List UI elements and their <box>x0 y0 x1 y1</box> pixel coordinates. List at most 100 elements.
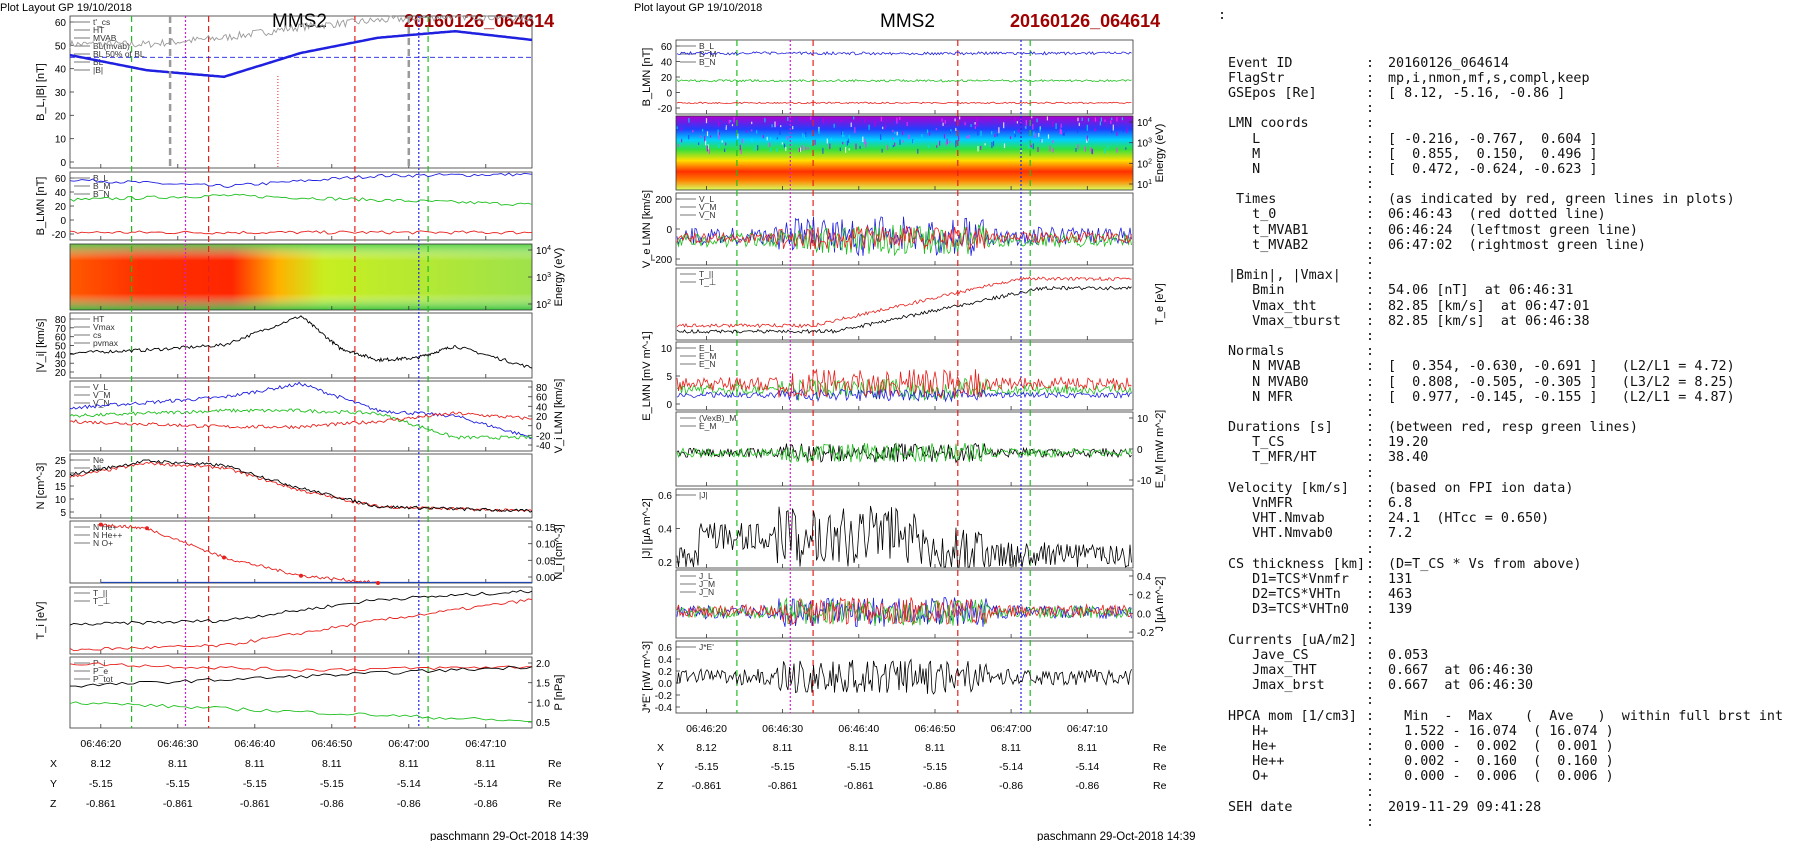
info-key <box>1228 785 1366 800</box>
position-value: -0.86 <box>999 780 1023 792</box>
info-key: L <box>1228 131 1261 147</box>
spectrogram-speckle <box>853 116 855 120</box>
position-value: -0.86 <box>1075 780 1099 792</box>
y-tick-label: 0 <box>60 158 66 169</box>
info-key: LMN coords <box>1228 116 1309 132</box>
spectrogram-speckle <box>842 131 844 138</box>
spectrogram-speckle <box>787 136 789 141</box>
y-tick-label: -20 <box>52 230 67 241</box>
spectrogram-speckle <box>805 146 807 151</box>
info-key: t_MVAB2 <box>1228 237 1309 253</box>
spectrogram-speckle <box>863 118 866 123</box>
info-value: 0.000 - 0.006 ( 0.006 ) <box>1388 769 1614 785</box>
y-axis-label: |J| [μA m^-2] <box>641 498 653 559</box>
info-value: 2019-11-29 09:41:28 <box>1388 799 1542 815</box>
y-tick-label: 10 <box>1137 414 1149 425</box>
spectrogram-speckle <box>819 118 821 124</box>
spectrogram-speckle <box>739 144 741 151</box>
y-axis-label: Energy (eV) <box>1154 124 1166 183</box>
info-key: Normals <box>1228 344 1285 360</box>
info-separator: : <box>1366 602 1375 618</box>
legend-label: V_N <box>699 210 716 220</box>
spectrogram-speckle <box>771 124 773 128</box>
spectrogram-speckle <box>950 131 952 134</box>
y-axis-label: N [cm^-3] <box>35 463 47 510</box>
spectrogram-speckle <box>681 138 683 143</box>
y-tick-label: 0.2 <box>658 558 672 569</box>
spectrogram-speckle <box>1095 119 1097 122</box>
he2-point <box>145 526 149 531</box>
info-separator: : <box>1366 344 1375 360</box>
position-value: -0.861 <box>844 780 874 792</box>
event-info-panel: : Event ID:20160126_064614 FlagStr: mp,i,n… <box>1218 8 1783 845</box>
info-value: 0.667 at 06:46:30 <box>1388 678 1534 694</box>
info-row: Bmin:54.06 [nT] at 06:46:31 <box>1228 283 1783 298</box>
position-value: -5.15 <box>923 761 947 773</box>
spectrogram-speckle <box>1060 123 1062 128</box>
position-row-label: Y <box>50 778 57 790</box>
spectrogram-speckle <box>955 141 957 148</box>
info-separator: : <box>1366 374 1375 390</box>
y-tick-label: 0 <box>536 422 542 433</box>
info-row: : <box>1228 618 1783 633</box>
series-p-i <box>69 662 532 672</box>
series-b-l <box>69 29 533 79</box>
y-axis-label: V_i LMN [km/s] <box>553 379 565 454</box>
series-v-l <box>69 381 533 440</box>
spectrogram-speckle <box>1094 117 1096 122</box>
spectrogram-speckle <box>1095 127 1097 131</box>
position-row-label: Y <box>657 761 664 773</box>
series-t- <box>69 598 533 652</box>
spectrogram-speckle <box>810 116 812 120</box>
y-tick-label: 0.2 <box>1137 591 1151 602</box>
y-tick-label: 60 <box>536 393 548 404</box>
info-key: t_MVAB1 <box>1228 222 1309 238</box>
spectrogram-speckle <box>976 124 978 127</box>
legend-label: E_M <box>699 351 716 361</box>
series-b-m <box>69 193 533 206</box>
info-row: VHT.Nmvab:24.1 (HTcc = 0.650) <box>1228 511 1783 526</box>
legend-label: cs <box>93 330 102 340</box>
position-row-label: Z <box>657 780 664 792</box>
info-key: Durations [s] <box>1228 420 1333 436</box>
event-id-title: 20160126_064614 <box>1010 11 1160 31</box>
series--v-i- <box>70 315 533 369</box>
spectrogram-speckle <box>992 141 995 147</box>
spectrogram-speckle <box>921 134 923 138</box>
time-tick-label: 06:46:40 <box>838 723 879 735</box>
spectrogram-speckle <box>706 131 709 137</box>
y-tick-label: 1.5 <box>536 679 550 690</box>
wave-e-n <box>676 368 1132 400</box>
info-row: D3=TCS*VHTn0:139 <box>1228 602 1783 617</box>
info-value: 20160126_064614 <box>1388 55 1509 71</box>
electron-spectrogram <box>676 116 1133 190</box>
y-axis-label: V_e LMN [km/s] <box>641 190 653 268</box>
spectrogram-speckle <box>1038 132 1040 137</box>
y-tick-label: 60 <box>55 333 67 344</box>
info-row: t_0:06:46:43 (red dotted line) <box>1228 207 1783 222</box>
info-value: 0.002 - 0.160 ( 0.160 ) <box>1388 754 1614 770</box>
legend-label: |J| <box>699 490 708 500</box>
y-axis-label: N_i [cm^-3] <box>553 524 565 579</box>
spectrogram-speckle <box>892 137 894 140</box>
info-key: N MFR <box>1228 389 1293 405</box>
spectrogram-speckle <box>908 134 910 140</box>
spectrogram-speckle <box>692 129 694 133</box>
spectrogram-speckle <box>818 128 820 134</box>
spectrogram-speckle <box>1111 129 1113 133</box>
y-tick-label: 2.0 <box>536 659 550 670</box>
spectrogram-speckle <box>1041 138 1043 143</box>
info-separator: : <box>1366 283 1375 299</box>
spectrogram-speckle <box>1112 124 1114 131</box>
panel-left-7: 0.00 0.05 0.10 0.15N_i [cm^-3] N He+N He++N … <box>69 520 565 584</box>
y-axis-label: J*E' [nW m^-3] <box>641 641 653 713</box>
spectrogram-speckle <box>842 141 844 145</box>
spectrogram-speckle <box>776 122 779 127</box>
y-tick-label: 20 <box>55 202 67 213</box>
y-tick-label: 80 <box>536 383 548 394</box>
info-value: (D=T_CS * Vs from above) <box>1388 556 1582 572</box>
spectrogram-speckle <box>1036 118 1038 123</box>
